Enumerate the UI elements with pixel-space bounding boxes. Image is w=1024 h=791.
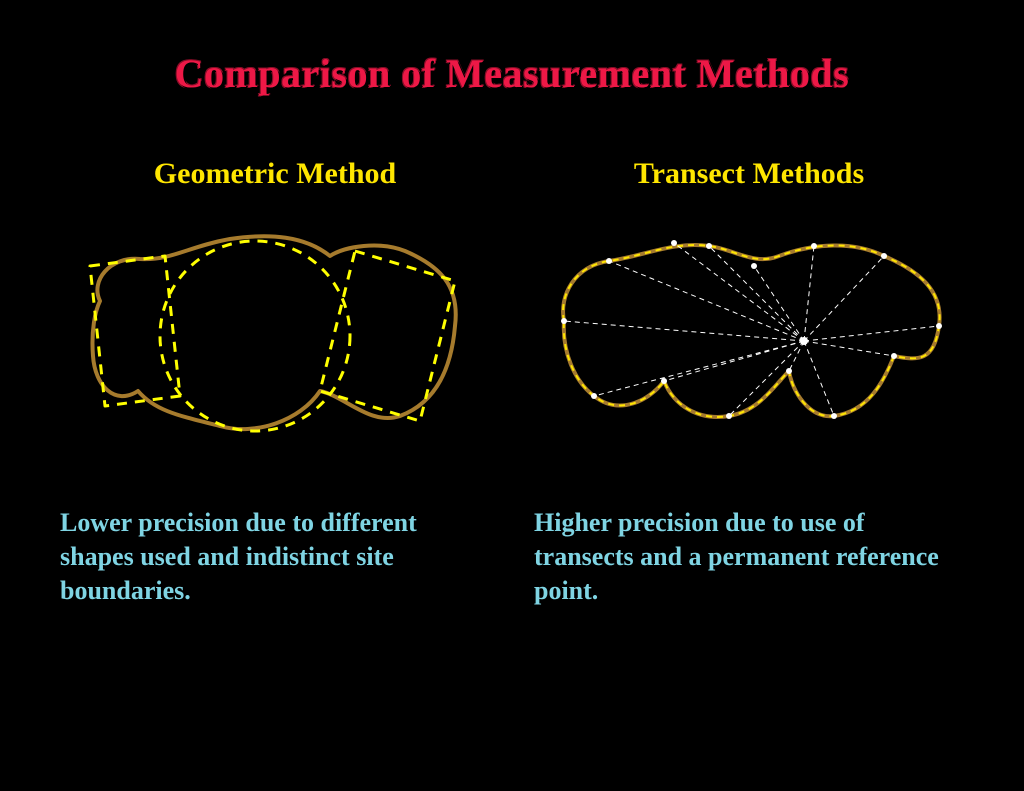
right-heading: Transect Methods [534, 157, 964, 191]
left-heading: Geometric Method [60, 157, 490, 191]
geometric-diagram [60, 211, 490, 471]
slide: Comparison of Measurement Methods Geomet… [0, 0, 1024, 791]
right-column: Transect Methods Higher precision due to… [534, 157, 964, 607]
slide-title: Comparison of Measurement Methods [0, 0, 1024, 97]
right-caption: Higher precision due to use of transects… [534, 506, 964, 607]
left-column: Geometric Method Lower precision due to … [60, 157, 490, 607]
left-caption: Lower precision due to different shapes … [60, 506, 490, 607]
transect-diagram [534, 211, 964, 471]
columns: Geometric Method Lower precision due to … [0, 97, 1024, 607]
